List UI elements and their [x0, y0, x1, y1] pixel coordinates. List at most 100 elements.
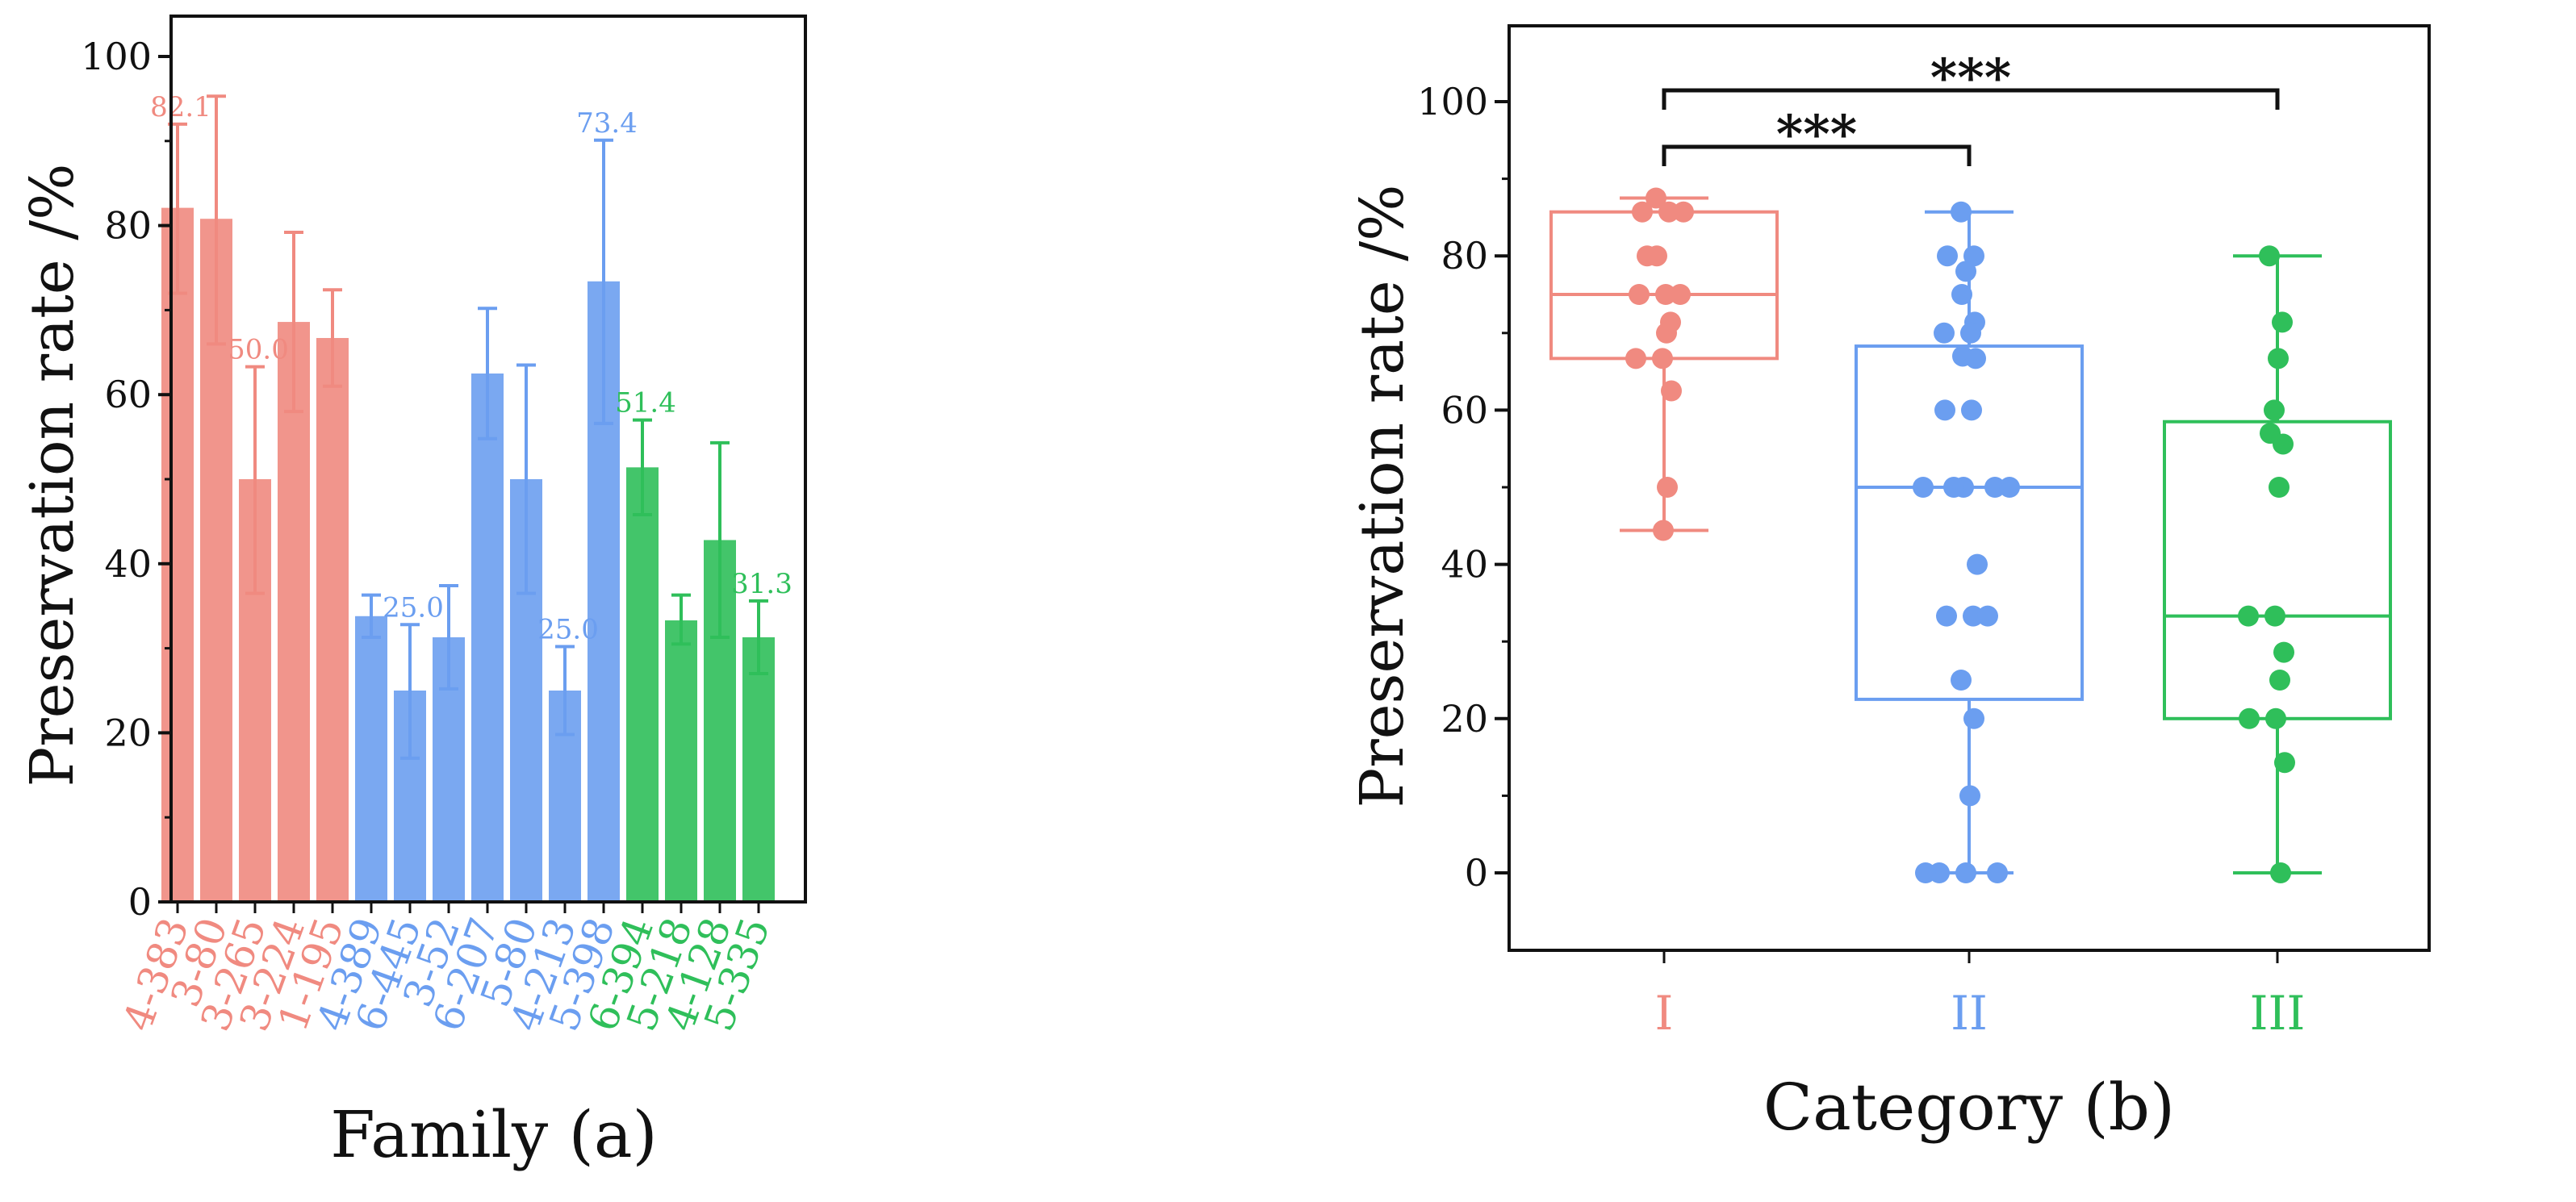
- data-point-II-1: [1963, 245, 1984, 267]
- data-point-I-2: [1632, 201, 1653, 223]
- data-point-III-14: [2270, 862, 2291, 883]
- significance-bracket-I-III: [1662, 88, 2280, 110]
- data-point-III-7: [2264, 605, 2285, 627]
- data-point-II-26: [1987, 862, 2008, 883]
- data-point-III-10: [2269, 670, 2290, 691]
- data-label-3-265: 50.0: [228, 334, 289, 366]
- bar-6-207: [471, 374, 504, 902]
- data-point-I-14: [1657, 477, 1678, 498]
- data-point-III-2: [2268, 348, 2289, 369]
- data-label-4-213: 25.0: [537, 614, 599, 646]
- data-point-III-6: [2269, 477, 2290, 498]
- data-label-5-398: 73.4: [576, 107, 638, 140]
- y-axis-label: Preservation rate /%: [18, 164, 87, 787]
- bar-series: [161, 207, 775, 902]
- y-tick-label-100: 100: [1417, 80, 1488, 123]
- data-point-III-0: [2259, 245, 2280, 267]
- data-point-II-2: [1937, 245, 1958, 267]
- y-tick-label-40: 40: [104, 542, 152, 586]
- data-point-I-6: [1655, 284, 1676, 305]
- bar-5-335: [742, 636, 775, 902]
- y-axis-ticks: 0 20 40 60 80 100: [81, 35, 171, 924]
- bar-4-389: [355, 616, 387, 902]
- y-axis-ticks: 0 20 40 60 80 100: [1417, 80, 1509, 895]
- data-point-II-11: [1934, 399, 1955, 421]
- data-point-II-7: [1934, 322, 1955, 344]
- y-tick-label-0: 0: [1465, 851, 1488, 895]
- data-point-I-7: [1629, 284, 1650, 305]
- data-point-II-10: [1961, 399, 1982, 421]
- data-point-II-22: [1963, 707, 1984, 729]
- data-label-5-335: 31.3: [731, 568, 792, 600]
- bar-1-195: [316, 337, 349, 902]
- data-point-I-0: [1646, 187, 1666, 209]
- bar-6-394: [626, 467, 659, 902]
- data-point-II-0: [1951, 201, 1972, 223]
- x-axis-ticks: 4-3833-803-2653-2241-1954-3896-4453-526-…: [114, 902, 779, 1037]
- data-label-6-445: 25.0: [383, 591, 444, 624]
- data-point-II-13: [1943, 477, 1964, 498]
- y-tick-label-0: 0: [128, 880, 152, 924]
- data-point-II-21: [1951, 670, 1972, 691]
- data-point-II-18: [1963, 605, 1984, 627]
- data-point-III-11: [2265, 707, 2286, 729]
- data-point-I-15: [1653, 520, 1674, 541]
- data-point-II-9: [1965, 348, 1986, 369]
- data-point-II-14: [1984, 477, 2005, 498]
- y-tick-label-80: 80: [1441, 234, 1488, 278]
- data-label-4-383: 82.1: [150, 91, 211, 123]
- data-point-I-5: [1637, 245, 1658, 267]
- data-point-II-6: [1960, 322, 1981, 344]
- data-point-I-10: [1656, 322, 1677, 344]
- data-point-II-24: [1955, 862, 1976, 883]
- data-point-I-3: [1673, 201, 1694, 223]
- x-tick-label-II: II: [1951, 986, 1988, 1041]
- data-point-III-3: [2264, 399, 2285, 421]
- y-tick-label-40: 40: [1441, 543, 1488, 586]
- data-point-III-8: [2238, 605, 2259, 627]
- data-point-II-23: [1959, 785, 1980, 807]
- data-point-III-12: [2239, 707, 2260, 729]
- data-point-I-11: [1652, 348, 1673, 369]
- bar-4-383: [161, 207, 194, 902]
- y-tick-label-60: 60: [1441, 388, 1488, 432]
- x-axis-label: Category (b): [1763, 1070, 2175, 1145]
- data-point-III-1: [2272, 311, 2293, 333]
- error-bars: [168, 94, 768, 760]
- y-tick-label-100: 100: [81, 35, 152, 78]
- y-axis-label: Preservation rate /%: [1348, 185, 1417, 808]
- x-tick-label-III: III: [2250, 986, 2306, 1041]
- data-point-II-16: [1999, 477, 2020, 498]
- data-point-II-20: [1977, 605, 1998, 627]
- bar-5-218: [665, 620, 697, 902]
- data-point-II-17: [1967, 553, 1988, 575]
- data-point-III-9: [2273, 641, 2294, 663]
- data-point-II-27: [1915, 862, 1936, 883]
- data-point-II-15: [1913, 477, 1934, 498]
- data-point-II-4: [1951, 284, 1972, 305]
- significance-brackets: *** ***: [1662, 48, 2280, 166]
- y-tick-label-20: 20: [104, 711, 152, 754]
- x-axis-ticks: I II III: [1655, 950, 2306, 1041]
- significance-label-I-III: ***: [1930, 48, 2011, 108]
- y-tick-label-60: 60: [104, 373, 152, 416]
- data-point-III-13: [2274, 752, 2295, 774]
- data-point-I-13: [1661, 380, 1682, 402]
- y-tick-label-20: 20: [1441, 697, 1488, 741]
- data-point-I-1: [1658, 201, 1679, 223]
- scatter-points: [1625, 187, 2295, 883]
- data-point-I-12: [1625, 348, 1646, 369]
- x-tick-label-I: I: [1655, 986, 1674, 1041]
- y-tick-label-80: 80: [104, 204, 152, 248]
- data-label-6-394: 51.4: [615, 387, 676, 419]
- data-point-II-3: [1955, 261, 1976, 282]
- data-point-I-8: [1670, 284, 1691, 305]
- data-point-II-19: [1936, 605, 1957, 627]
- box-II: [1855, 344, 2084, 701]
- data-point-III-5: [2273, 433, 2294, 455]
- x-axis-label: Family (a): [330, 1097, 658, 1172]
- significance-bracket-I-II: [1662, 144, 1972, 166]
